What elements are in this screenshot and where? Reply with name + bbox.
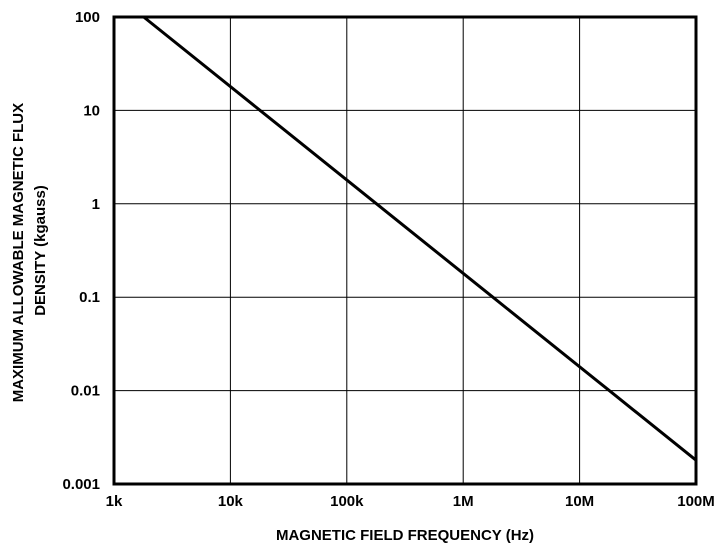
x-tick-label: 100M <box>677 493 715 510</box>
series-layer <box>142 15 697 462</box>
y-tick-label: 10 <box>83 102 100 119</box>
y-axis-label-line-1: MAXIMUM ALLOWABLE MAGNETIC FLUX <box>10 103 27 402</box>
y-axis-label: MAXIMUM ALLOWABLE MAGNETIC FLUX DENSITY … <box>10 99 49 403</box>
x-tick-label: 100k <box>330 493 364 510</box>
y-tick-label: 0.001 <box>62 476 100 493</box>
x-tick-label: 1k <box>106 493 123 510</box>
y-tick-label: 100 <box>75 9 100 26</box>
y-tick-label: 0.01 <box>71 383 100 400</box>
y-axis-label-line-2: DENSITY (kgauss) <box>32 185 49 316</box>
x-tick-label: 10k <box>218 493 244 510</box>
x-axis-label: MAGNETIC FIELD FREQUENCY (Hz) <box>276 527 534 544</box>
x-tick-label: 10M <box>565 493 594 510</box>
series-line <box>142 15 697 462</box>
y-tick-label: 0.1 <box>79 289 100 306</box>
plot-frame <box>112 15 698 486</box>
x-tick-label: 1M <box>453 493 474 510</box>
y-tick-labels: 100 10 1 0.1 0.01 0.001 <box>62 9 100 493</box>
x-tick-labels: 1k 10k 100k 1M 10M 100M <box>106 493 715 510</box>
y-tick-label: 1 <box>92 196 100 213</box>
